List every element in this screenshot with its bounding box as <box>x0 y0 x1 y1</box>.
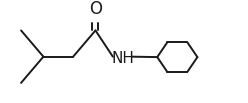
Text: O: O <box>89 0 102 18</box>
Text: NH: NH <box>111 51 134 66</box>
